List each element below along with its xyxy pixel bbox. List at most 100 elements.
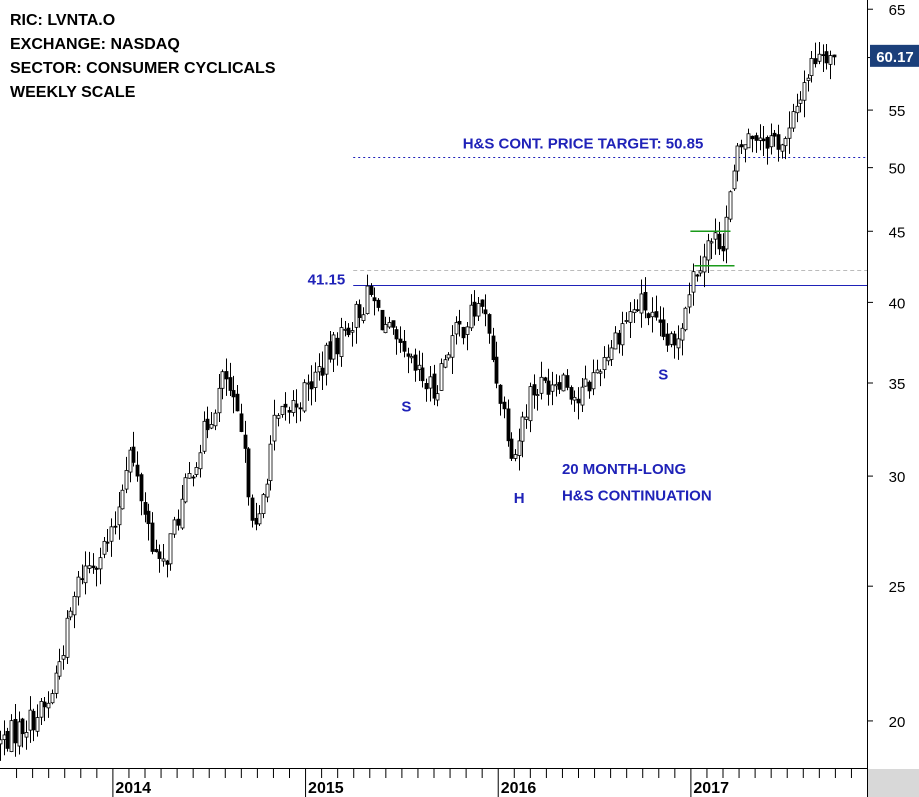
candle <box>168 533 173 571</box>
candle-body <box>620 323 625 346</box>
candle <box>683 306 688 332</box>
candle <box>394 326 399 355</box>
candle <box>780 143 785 159</box>
candle <box>450 325 455 375</box>
candle-body <box>383 324 388 334</box>
level-lines: 41.15 H&S CONT. PRICE TARGET: 50.85 <box>308 136 867 289</box>
candle <box>569 385 574 405</box>
candle-body <box>646 313 651 319</box>
candle-body <box>661 319 666 337</box>
candle-body <box>698 270 703 274</box>
candle-body <box>639 293 644 314</box>
candle-body <box>398 338 403 343</box>
candle-body <box>202 420 207 452</box>
candle-body <box>513 454 518 459</box>
candle-body <box>83 565 88 584</box>
candle <box>143 492 148 523</box>
candle-body <box>239 413 244 432</box>
candle-body <box>554 383 559 387</box>
candle-body <box>739 144 744 148</box>
candle-body <box>198 452 203 470</box>
x-tick-label: 2016 <box>501 780 537 797</box>
candle <box>54 665 59 699</box>
candle <box>717 221 722 255</box>
candle-body <box>713 232 718 240</box>
candle <box>372 287 377 316</box>
candle-body <box>543 377 548 381</box>
candle <box>543 376 548 384</box>
candle <box>187 462 192 479</box>
candle <box>346 323 351 338</box>
candle-body <box>702 256 707 273</box>
candle <box>472 290 477 326</box>
candle <box>202 411 207 454</box>
candle <box>120 484 125 510</box>
candle <box>194 462 199 478</box>
candle <box>650 297 655 333</box>
candle <box>672 330 677 359</box>
candle <box>357 299 362 328</box>
candle-body <box>20 718 25 735</box>
candle-body <box>380 309 385 331</box>
candle <box>743 144 748 163</box>
candle-body <box>743 144 748 150</box>
candle <box>113 511 118 535</box>
candle <box>324 342 329 386</box>
candle-body <box>335 337 340 355</box>
bull-flag <box>690 230 735 267</box>
candle-body <box>135 464 140 477</box>
y-tick-label: 55 <box>889 103 906 120</box>
candle-body <box>443 359 448 368</box>
candle <box>24 720 29 750</box>
candle-body <box>220 371 225 389</box>
candle <box>524 404 529 429</box>
candle <box>306 374 311 401</box>
candle <box>135 451 140 482</box>
candle <box>487 313 492 344</box>
candle <box>643 277 648 319</box>
y-tick-label: 25 <box>889 579 906 596</box>
candle-body <box>828 55 833 65</box>
candle <box>732 164 737 191</box>
candle <box>72 591 77 629</box>
candle <box>713 218 718 255</box>
candle <box>746 128 751 149</box>
candle-body <box>717 233 722 250</box>
candle-body <box>165 560 170 565</box>
candle <box>298 402 303 422</box>
candle <box>680 323 685 356</box>
candle-body <box>302 382 307 412</box>
candle <box>628 302 633 338</box>
candle <box>205 406 210 439</box>
candle-body <box>791 111 796 129</box>
candle-body <box>602 357 607 371</box>
candle-body <box>472 301 477 317</box>
candle <box>272 399 277 451</box>
candle <box>554 374 559 397</box>
corner-box <box>868 769 919 797</box>
candle-body <box>102 540 107 555</box>
candle-body <box>695 274 700 277</box>
candle <box>165 559 170 578</box>
candle <box>254 502 259 531</box>
candle <box>598 369 603 387</box>
candle <box>539 361 544 400</box>
candle-body <box>580 386 585 406</box>
candle <box>339 317 344 367</box>
candle <box>131 431 136 467</box>
candle <box>602 346 607 379</box>
candle <box>76 570 81 606</box>
candle <box>361 307 366 324</box>
candle <box>109 518 114 557</box>
candle <box>294 389 299 424</box>
candle-body <box>343 328 348 331</box>
candle <box>261 493 266 519</box>
candle <box>217 374 222 422</box>
candle <box>265 478 270 503</box>
exchange-label: EXCHANGE: NASDAQ <box>10 36 180 53</box>
candle <box>13 703 18 757</box>
x-tick-label: 2015 <box>308 780 344 797</box>
candle-body <box>350 330 355 333</box>
candle <box>824 44 829 70</box>
candle <box>772 129 777 147</box>
